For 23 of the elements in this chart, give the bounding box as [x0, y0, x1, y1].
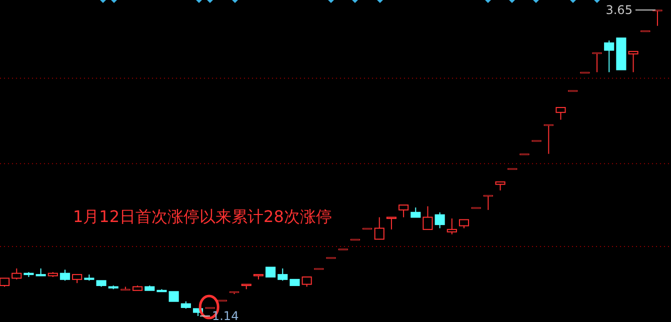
candlestick	[556, 107, 566, 120]
candlestick	[628, 50, 638, 73]
candlestick	[544, 124, 554, 154]
candlestick	[386, 216, 396, 230]
candlestick	[483, 194, 493, 210]
candlestick	[434, 212, 445, 229]
candlestick	[422, 206, 433, 230]
annotation: 1月12日首次涨停以来累计28次涨停	[73, 207, 332, 226]
candlestick	[60, 269, 70, 282]
candlestick	[302, 276, 312, 288]
candlestick	[592, 52, 602, 73]
candlestick	[374, 216, 384, 240]
candlestick	[446, 218, 457, 235]
candlestick	[12, 268, 22, 280]
candlestick	[398, 204, 409, 218]
annotation: 3.65	[606, 3, 632, 17]
annotation: 1.14	[212, 309, 239, 322]
candlestick	[266, 266, 276, 278]
candlestick	[410, 207, 421, 218]
candlestick	[604, 40, 614, 73]
candlestick	[652, 10, 662, 26]
candlestick	[278, 268, 288, 282]
candlestick	[168, 291, 179, 302]
